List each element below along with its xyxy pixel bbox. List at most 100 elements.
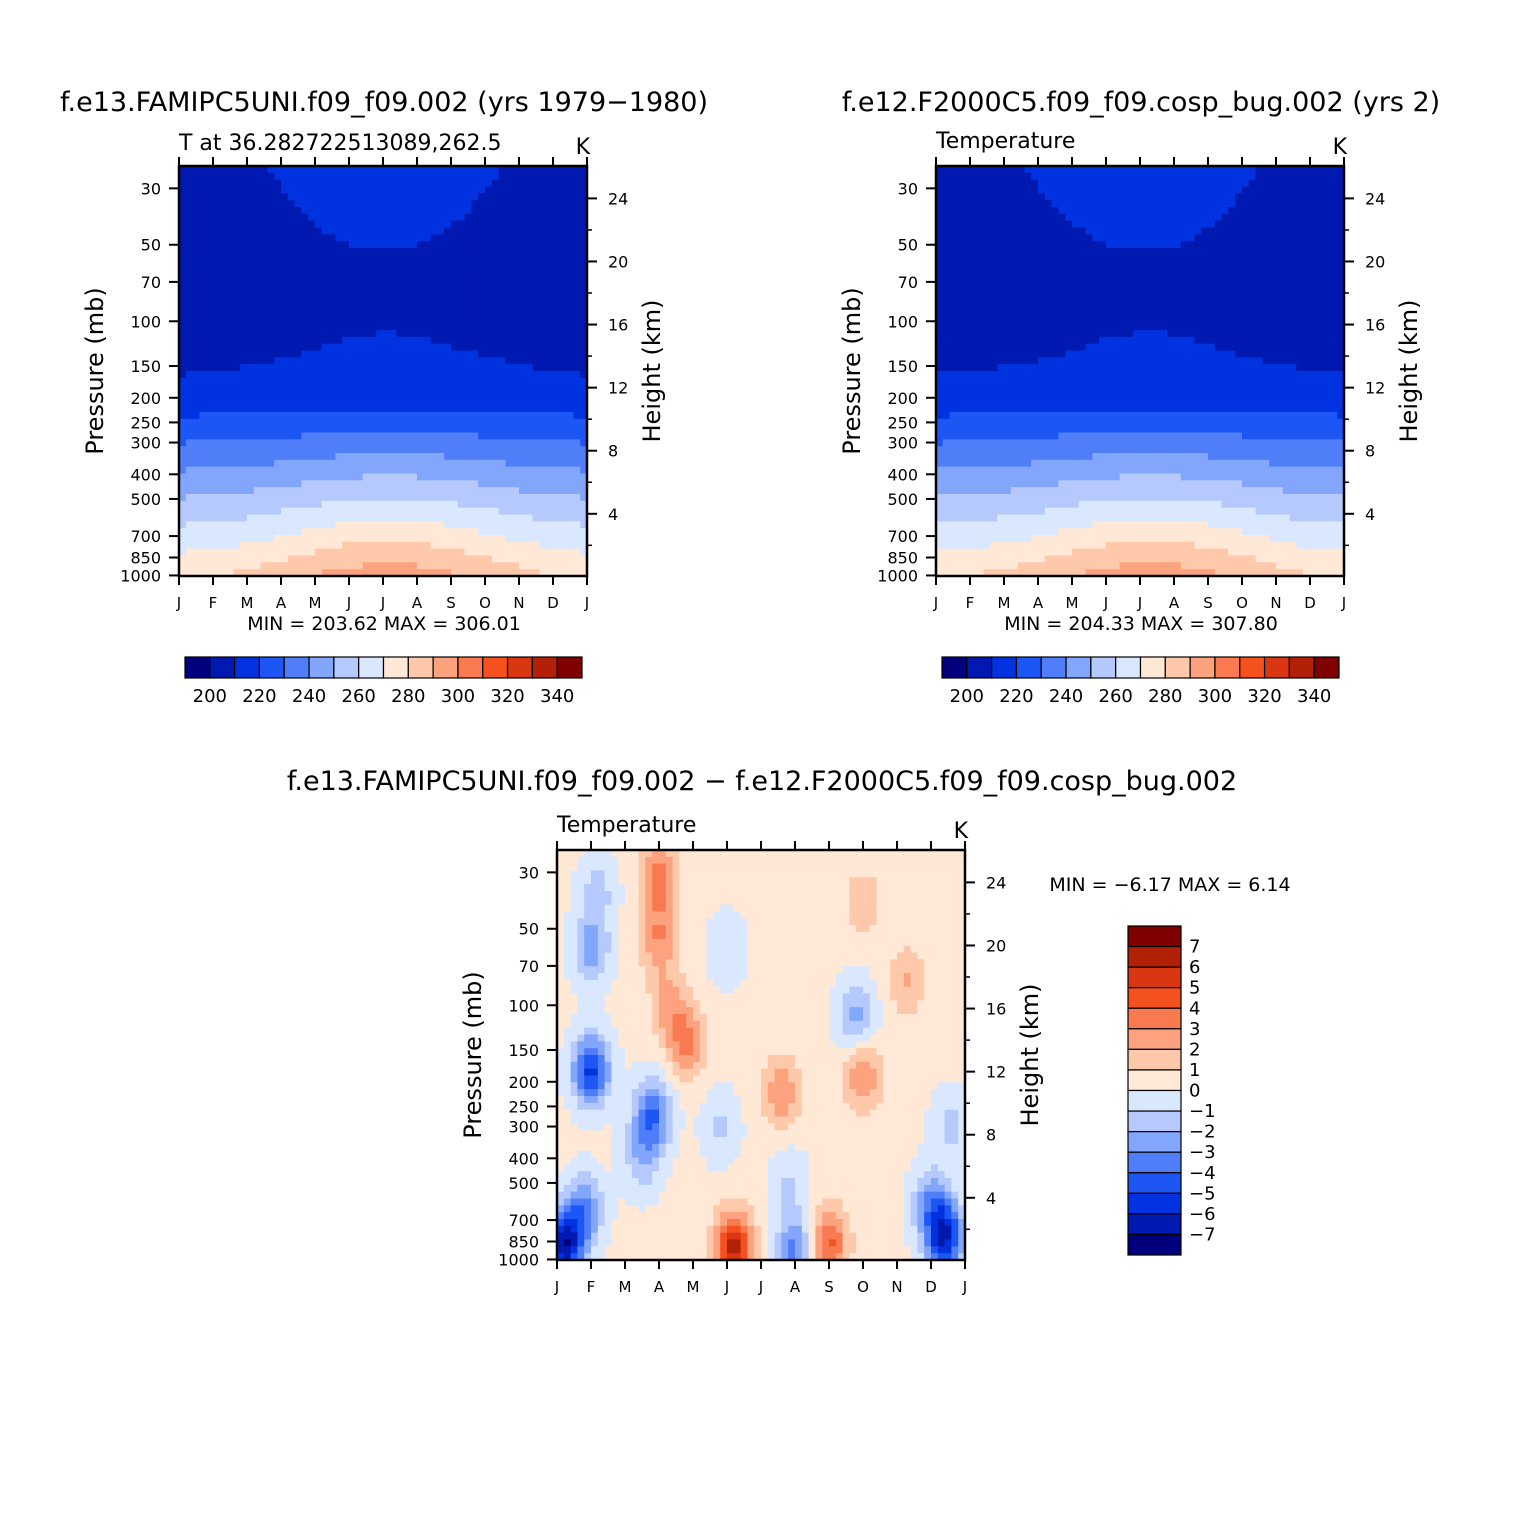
contour-cell <box>936 193 944 201</box>
contour-cell <box>355 227 364 235</box>
contour-cell <box>1160 254 1168 263</box>
contour-cell <box>485 336 493 345</box>
contour-cell <box>498 500 506 509</box>
contour-cell <box>185 507 194 516</box>
contour-cell <box>1112 275 1121 283</box>
contour-cell <box>573 548 581 557</box>
contour-cell <box>1078 227 1087 235</box>
contour-cell <box>417 343 425 352</box>
contour-cell <box>274 323 282 331</box>
contour-cell <box>539 172 547 181</box>
contour-cell <box>580 350 588 358</box>
contour-cell <box>491 227 500 235</box>
contour-cell <box>376 425 384 434</box>
contour-cell <box>274 535 282 543</box>
contour-cell <box>226 275 234 283</box>
contour-cell <box>213 391 221 399</box>
contour-cell <box>233 172 241 181</box>
contour-cell <box>942 309 951 317</box>
contour-cell <box>1269 193 1277 201</box>
contour-cell <box>219 412 228 420</box>
contour-cell <box>335 569 343 577</box>
contour-cell <box>301 268 309 276</box>
contour-cell <box>1235 179 1243 188</box>
contour-cell <box>553 275 561 283</box>
contour-cell <box>559 439 568 447</box>
contour-cell <box>464 323 472 331</box>
contour-cell <box>281 453 289 461</box>
contour-cell <box>559 412 568 420</box>
contour-cell <box>1235 295 1243 304</box>
contour-cell <box>247 316 255 324</box>
contour-cell <box>206 555 214 563</box>
contour-cell <box>219 316 228 324</box>
contour-cell <box>417 541 425 550</box>
contour-cell <box>1187 220 1195 229</box>
contour-cell <box>1126 261 1134 270</box>
contour-cell <box>553 494 561 502</box>
contour-cell <box>1146 268 1155 276</box>
contour-cell <box>281 186 289 194</box>
contour-cell <box>383 405 391 413</box>
contour-cell <box>457 234 466 242</box>
contour-cell <box>580 186 588 194</box>
contour-cell <box>478 275 486 283</box>
contour-cell <box>315 521 323 529</box>
contour-cell <box>403 459 411 468</box>
contour-cell <box>267 480 275 488</box>
contour-cell <box>185 548 194 557</box>
contour-cell <box>1058 275 1066 283</box>
contour-cell <box>274 220 282 229</box>
contour-cell <box>566 473 574 481</box>
contour-cell <box>1065 268 1073 276</box>
contour-cell <box>321 213 330 222</box>
contour-cell <box>936 261 944 270</box>
contour-cell <box>1310 295 1318 304</box>
contour-cell <box>213 234 221 242</box>
contour-cell <box>546 541 554 550</box>
contour-cell <box>512 412 520 420</box>
contour-cell <box>471 384 479 393</box>
contour-cell <box>1126 186 1134 194</box>
contour-cell <box>546 418 554 427</box>
contour-cell <box>260 507 268 516</box>
contour-cell <box>185 535 194 543</box>
contour-cell <box>1044 234 1053 242</box>
contour-cell <box>1201 234 1209 242</box>
contour-cell <box>519 384 527 393</box>
contour-cell <box>963 275 971 283</box>
contour-cell <box>294 535 302 543</box>
contour-cell <box>1174 261 1182 270</box>
contour-cell <box>1282 302 1291 311</box>
contour-cell <box>342 309 350 317</box>
contour-cell <box>281 535 289 543</box>
contour-cell <box>287 398 296 406</box>
contour-cell <box>1316 207 1325 215</box>
contour-cell <box>1024 268 1032 276</box>
contour-cell <box>1106 172 1114 181</box>
contour-cell <box>580 425 588 434</box>
contour-cell <box>990 295 998 304</box>
contour-cell <box>451 254 459 263</box>
contour-cell <box>505 302 513 311</box>
contour-cell <box>464 466 472 475</box>
contour-cell <box>274 446 282 454</box>
contour-cell <box>478 295 486 304</box>
contour-cell <box>342 275 350 283</box>
contour-cell <box>532 248 540 256</box>
contour-cell <box>410 391 418 399</box>
contour-cell <box>287 268 296 276</box>
contour-cell <box>1085 248 1093 256</box>
contour-cell <box>179 569 187 577</box>
contour-cell <box>362 350 370 358</box>
contour-cell <box>573 193 581 201</box>
contour-cell <box>1078 248 1087 256</box>
contour-cell <box>179 391 187 399</box>
contour-cell <box>342 207 350 215</box>
contour-cell <box>179 548 187 557</box>
contour-cell <box>1058 234 1066 242</box>
contour-cell <box>417 207 425 215</box>
contour-cell <box>240 562 248 570</box>
contour-cell <box>512 220 520 229</box>
contour-cell <box>1262 254 1270 263</box>
